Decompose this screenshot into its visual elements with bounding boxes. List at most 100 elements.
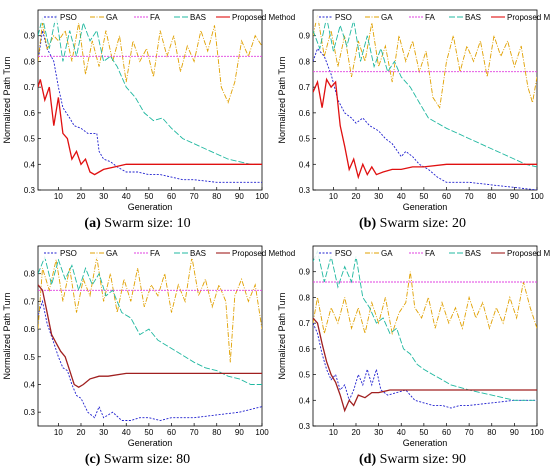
caption-label-b: (b) bbox=[359, 216, 377, 231]
plot-frame bbox=[312, 245, 538, 427]
legend-entry: GA bbox=[106, 249, 118, 258]
y-tick-label: 0.4 bbox=[299, 396, 311, 405]
legend-entry: PSO bbox=[60, 249, 77, 258]
x-tick-label: 90 bbox=[510, 192, 519, 201]
y-tick-label: 0.3 bbox=[299, 186, 311, 195]
legend-entry: FA bbox=[150, 249, 160, 258]
x-tick-label: 40 bbox=[122, 192, 131, 201]
panel-d: 0.3 0.4 0.5 0.6 0.7 0.8 0.9 10 20 30 40 50 60 70 80 90 1… bbox=[275, 236, 550, 472]
legend-entry: GA bbox=[381, 13, 393, 22]
series-group bbox=[313, 249, 537, 413]
series-line-proposed-method bbox=[313, 77, 537, 180]
legend-entry: Proposed Method bbox=[507, 249, 550, 258]
x-axis-label: Generation bbox=[403, 438, 448, 448]
legend-entry: Proposed Method bbox=[507, 13, 550, 22]
x-tick-label: 10 bbox=[329, 192, 338, 201]
chart-b: 0.3 0.4 0.5 0.6 0.7 0.8 0.9 10 20 30 40 50 60 70 80 90 1… bbox=[277, 9, 550, 212]
chart-c: 0.3 0.4 0.5 0.6 0.7 0.8 10 20 30 40 50 60 70 80 90 100 G… bbox=[2, 245, 295, 448]
x-tick-label: 70 bbox=[465, 192, 474, 201]
legend-entry: BAS bbox=[190, 13, 206, 22]
y-tick-label: 0.6 bbox=[299, 345, 311, 354]
x-tick-label: 40 bbox=[122, 428, 131, 437]
caption-label-c: (c) bbox=[84, 452, 101, 467]
chart-a: 0.3 0.4 0.5 0.6 0.7 0.8 0.9 10 20 30 40 50 60 70 80 90 1… bbox=[2, 9, 295, 212]
caption-label-a: (a) bbox=[84, 216, 101, 231]
x-tick-label: 30 bbox=[99, 428, 108, 437]
y-tick-label: 0.9 bbox=[299, 32, 311, 41]
x-tick-label: 50 bbox=[144, 428, 153, 437]
series-line-pso bbox=[313, 47, 537, 190]
y-tick-label: 0.5 bbox=[299, 135, 311, 144]
series-line-proposed-method bbox=[313, 317, 537, 413]
y-tick-label: 0.4 bbox=[24, 160, 36, 169]
y-tick-label: 0.4 bbox=[24, 380, 36, 389]
x-tick-label: 90 bbox=[510, 428, 519, 437]
x-tick-label: 100 bbox=[530, 428, 544, 437]
legend-box bbox=[39, 11, 261, 23]
x-tick-label: 10 bbox=[329, 428, 338, 437]
x-tick-label: 40 bbox=[397, 428, 406, 437]
x-axis-label: Generation bbox=[128, 438, 173, 448]
x-tick-label: 70 bbox=[190, 428, 199, 437]
x-tick-label: 60 bbox=[167, 192, 176, 201]
panel-b: 0.3 0.4 0.5 0.6 0.7 0.8 0.9 10 20 30 40 50 60 70 80 90 1… bbox=[275, 0, 550, 236]
panel-c: 0.3 0.4 0.5 0.6 0.7 0.8 10 20 30 40 50 60 70 80 90 100 G… bbox=[0, 236, 295, 472]
x-tick-label: 10 bbox=[54, 192, 63, 201]
y-tick-label: 0.5 bbox=[24, 135, 36, 144]
series-group bbox=[38, 255, 262, 421]
caption-a: (a) Swarm size: 10 bbox=[0, 216, 275, 232]
legend-entry: BAS bbox=[190, 249, 206, 258]
plot-frame bbox=[37, 9, 263, 191]
x-tick-label: 50 bbox=[144, 192, 153, 201]
y-tick-label: 0.6 bbox=[24, 109, 36, 118]
y-tick-label: 0.8 bbox=[24, 57, 36, 66]
caption-label-d: (d) bbox=[359, 452, 377, 467]
x-tick-label: 20 bbox=[352, 192, 361, 201]
x-tick-label: 30 bbox=[374, 192, 383, 201]
y-tick-label: 0.7 bbox=[299, 83, 311, 92]
x-tick-label: 80 bbox=[212, 192, 221, 201]
plot-frame bbox=[37, 245, 263, 427]
y-tick-label: 0.7 bbox=[24, 297, 36, 306]
x-tick-label: 20 bbox=[77, 192, 86, 201]
y-tick-label: 0.8 bbox=[299, 293, 311, 302]
caption-text-c: Swarm size: 80 bbox=[103, 452, 191, 467]
series-line-bas bbox=[38, 255, 262, 385]
caption-text-b: Swarm size: 20 bbox=[379, 216, 466, 231]
legend-entry: GA bbox=[106, 13, 118, 22]
x-tick-label: 20 bbox=[77, 428, 86, 437]
series-line-pso bbox=[38, 299, 262, 421]
x-tick-label: 30 bbox=[99, 192, 108, 201]
y-axis-label: Normalized Path Turn bbox=[277, 292, 287, 379]
legend-entry: BAS bbox=[465, 249, 481, 258]
series-line-bas bbox=[313, 249, 537, 401]
x-tick-label: 10 bbox=[54, 428, 63, 437]
caption-text-d: Swarm size: 90 bbox=[379, 452, 466, 467]
series-line-pso bbox=[313, 322, 537, 409]
x-tick-label: 80 bbox=[487, 192, 496, 201]
y-tick-label: 0.6 bbox=[299, 109, 311, 118]
y-tick-label: 0.3 bbox=[24, 186, 36, 195]
x-tick-label: 60 bbox=[442, 192, 451, 201]
x-tick-label: 100 bbox=[255, 192, 269, 201]
x-tick-label: 40 bbox=[397, 192, 406, 201]
x-tick-label: 60 bbox=[442, 428, 451, 437]
y-axis-label: Normalized Path Turn bbox=[277, 56, 287, 143]
y-tick-label: 0.5 bbox=[24, 353, 36, 362]
series-group bbox=[38, 15, 262, 183]
y-axis-label: Normalized Path Turn bbox=[2, 56, 12, 143]
y-tick-label: 0.3 bbox=[24, 408, 36, 417]
y-tick-label: 0.8 bbox=[24, 270, 36, 279]
legend-entry: PSO bbox=[60, 13, 77, 22]
series-line-bas bbox=[313, 17, 537, 168]
series-line-proposed-method bbox=[38, 79, 262, 176]
y-tick-label: 0.4 bbox=[299, 160, 311, 169]
caption-b: (b) Swarm size: 20 bbox=[275, 216, 550, 232]
x-tick-label: 50 bbox=[419, 192, 428, 201]
caption-text-a: Swarm size: 10 bbox=[104, 216, 191, 231]
x-tick-label: 80 bbox=[212, 428, 221, 437]
legend-entry: PSO bbox=[335, 249, 352, 258]
x-axis-label: Generation bbox=[403, 202, 448, 212]
x-tick-label: 100 bbox=[255, 428, 269, 437]
